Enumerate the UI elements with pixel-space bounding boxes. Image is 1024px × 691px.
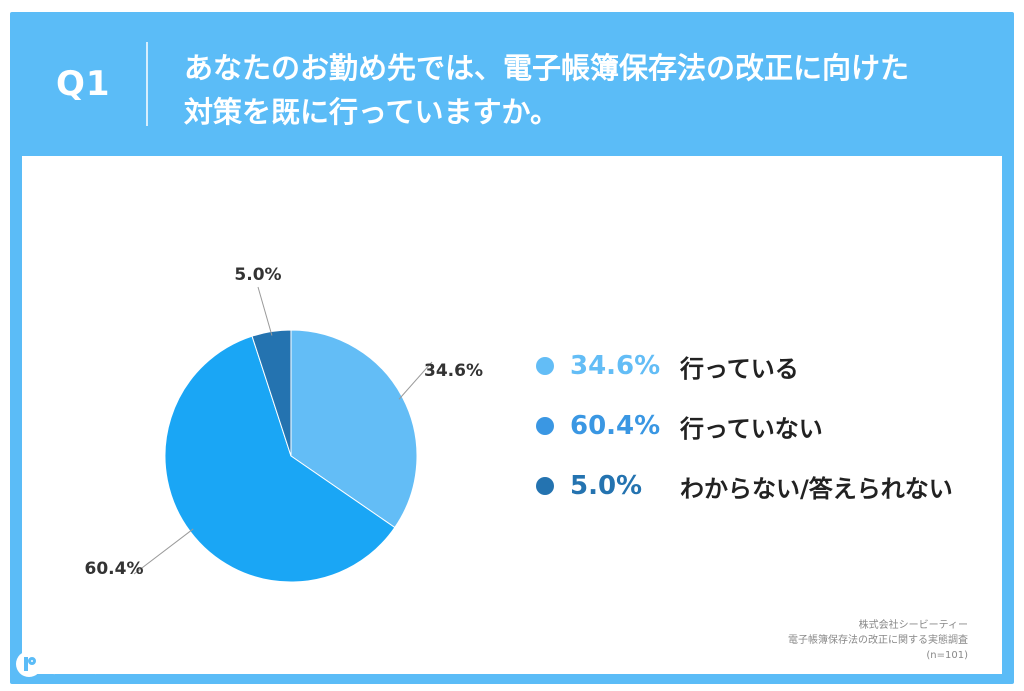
- legend-label-1: 行っている: [680, 354, 799, 383]
- legend-dot-3: [536, 477, 554, 495]
- question-line-1: あなたのお勤め先では、電子帳簿保存法の改正に向けた: [184, 51, 910, 85]
- legend-item-2: 60.4% 行っていない: [536, 396, 996, 456]
- legend-value-3: 5.0%: [570, 471, 643, 501]
- pie-label-3: 5.0%: [234, 265, 281, 285]
- pie-chart: 34.6% 60.4% 5.0%: [85, 265, 483, 583]
- chart-card: 34.6% 60.4% 5.0% 34.6% 行っている 60.4% 行っていない …: [22, 156, 1002, 674]
- legend-value-1: 34.6%: [570, 351, 661, 381]
- source-note: 株式会社シービーティー 電子帳簿保存法の改正に関する実態調査 (n=101): [788, 618, 968, 663]
- legend-label-3: わからない/答えられない: [680, 474, 953, 503]
- header-divider: [146, 42, 148, 126]
- source-sample: (n=101): [926, 650, 968, 661]
- source-survey: 電子帳簿保存法の改正に関する実態調査: [788, 635, 968, 646]
- logo-icon: [16, 651, 42, 677]
- pie-leader-1: [398, 361, 433, 400]
- brand-logo: プロカン: [16, 648, 136, 680]
- question-text: あなたのお勤め先では、電子帳簿保存法の改正に向けた 対策を既に行っていますか。: [184, 46, 984, 134]
- pie-slice-1: [290, 329, 418, 529]
- legend-item-1: 34.6% 行っている: [536, 336, 996, 396]
- legend: 34.6% 行っている 60.4% 行っていない 5.0% わからない/答えられ…: [536, 336, 996, 516]
- legend-item-3: 5.0% わからない/答えられない: [536, 456, 996, 516]
- source-company: 株式会社シービーティー: [858, 620, 968, 631]
- pie-label-2: 60.4%: [85, 559, 144, 579]
- pie-label-1: 34.6%: [424, 361, 483, 381]
- legend-dot-1: [536, 357, 554, 375]
- legend-value-2: 60.4%: [570, 411, 661, 441]
- pie-leader-3: [257, 286, 273, 336]
- pie-leader-2: [133, 528, 194, 575]
- frame: Q1 あなたのお勤め先では、電子帳簿保存法の改正に向けた 対策を既に行っています…: [10, 12, 1014, 684]
- question-header: Q1 あなたのお勤め先では、電子帳簿保存法の改正に向けた 対策を既に行っています…: [10, 12, 1014, 156]
- question-number: Q1: [56, 64, 111, 104]
- legend-label-2: 行っていない: [680, 414, 823, 443]
- legend-dot-2: [536, 417, 554, 435]
- logo-text: プロカン: [48, 654, 137, 679]
- question-line-2: 対策を既に行っていますか。: [184, 95, 559, 129]
